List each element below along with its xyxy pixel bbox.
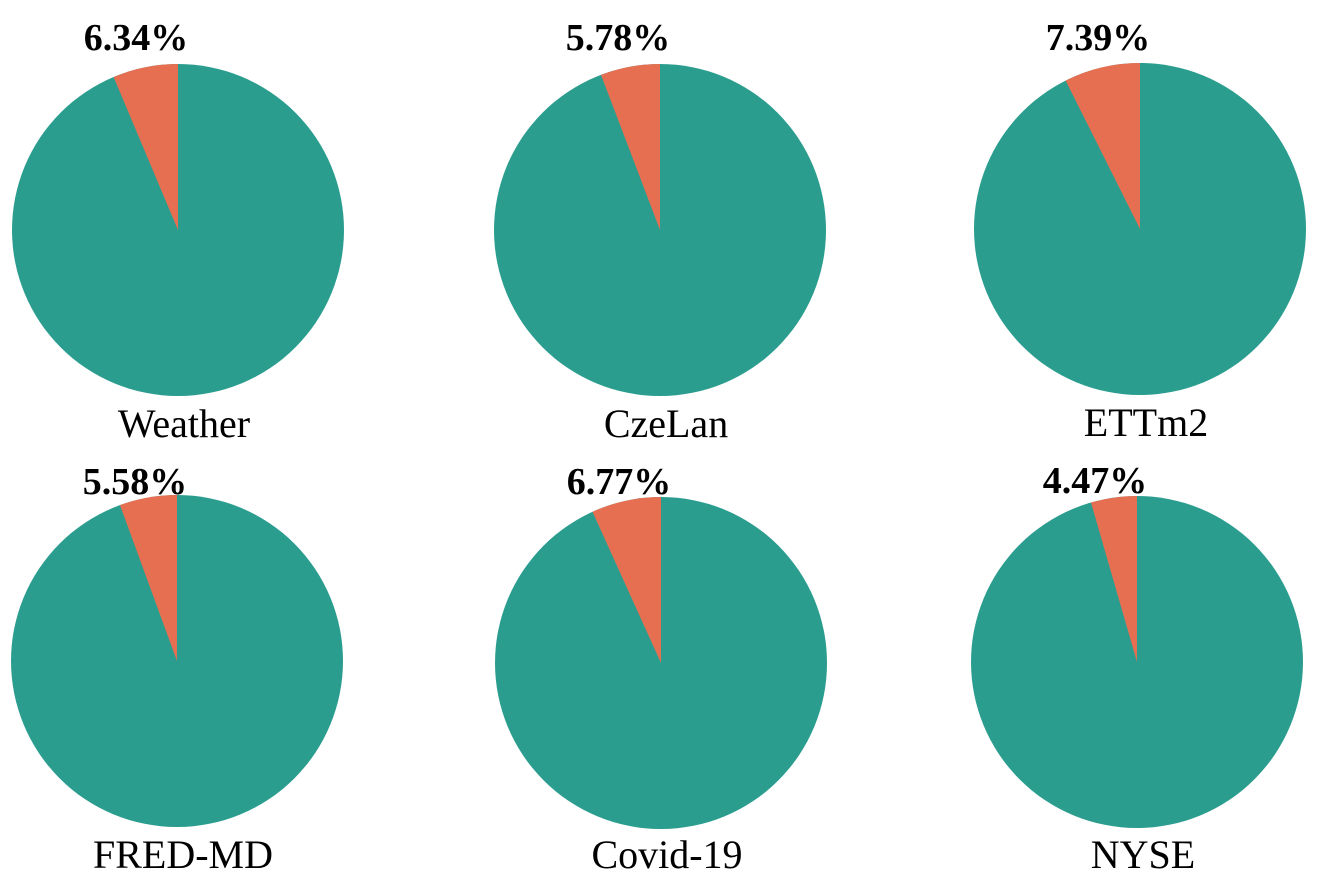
pie-weather-percent-label: 6.34% (84, 17, 189, 59)
pie-nyse-percent-label: 4.47% (1043, 460, 1148, 502)
pie-covid-19-percent-label: 6.77% (567, 461, 672, 503)
pie-chart-weather: 6.34% Weather (12, 17, 344, 446)
pie-nyse-minority-slice (1090, 496, 1137, 662)
pie-chart-fred-md: 5.58% FRED-MD (11, 461, 343, 877)
pie-chart-czelan: 5.78% CzeLan (494, 17, 826, 446)
pie-ettm2-minority-slice (1065, 63, 1140, 229)
pie-ettm2-title: ETTm2 (1084, 400, 1208, 445)
pie-nyse-title: NYSE (1091, 832, 1195, 877)
pie-fred-md-title: FRED-MD (93, 832, 273, 877)
pie-chart-ettm2: 7.39% ETTm2 (974, 17, 1306, 445)
pie-covid-19-title: Covid-19 (591, 832, 742, 877)
pie-ettm2-percent-label: 7.39% (1046, 17, 1151, 59)
pie-weather-title: Weather (118, 401, 250, 446)
pie-czelan-title: CzeLan (604, 401, 728, 446)
pie-fred-md-minority-slice (119, 495, 177, 661)
pie-fred-md-percent-label: 5.58% (83, 461, 188, 503)
pie-chart-covid-19: 6.77% Covid-19 (495, 461, 827, 877)
pie-covid-19-minority-slice (592, 496, 661, 663)
pie-weather-minority-slice (113, 64, 178, 230)
pie-czelan-minority-slice (601, 64, 660, 230)
pie-chart-nyse: 4.47% NYSE (971, 460, 1303, 877)
pie-czelan-percent-label: 5.78% (566, 17, 671, 59)
